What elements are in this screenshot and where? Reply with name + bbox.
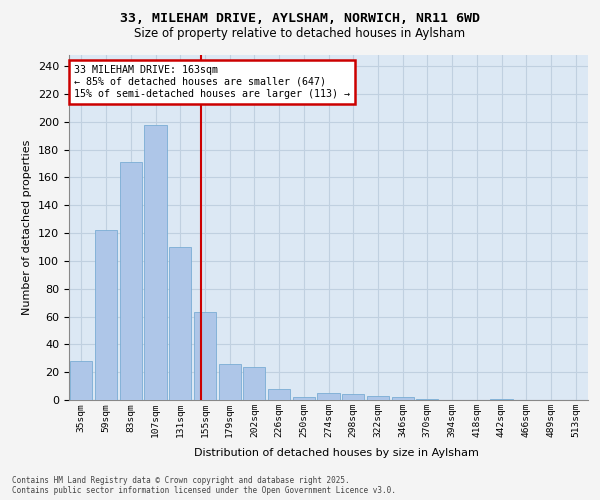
- Bar: [194, 312, 216, 400]
- Text: Distribution of detached houses by size in Aylsham: Distribution of detached houses by size …: [194, 448, 478, 458]
- Bar: [342, 394, 364, 400]
- Bar: [293, 397, 315, 400]
- Bar: [367, 396, 389, 400]
- Bar: [218, 364, 241, 400]
- Bar: [119, 162, 142, 400]
- Bar: [70, 361, 92, 400]
- Bar: [392, 397, 414, 400]
- Bar: [490, 398, 512, 400]
- Text: Size of property relative to detached houses in Aylsham: Size of property relative to detached ho…: [134, 28, 466, 40]
- Bar: [317, 393, 340, 400]
- Bar: [416, 398, 439, 400]
- Bar: [169, 247, 191, 400]
- Y-axis label: Number of detached properties: Number of detached properties: [22, 140, 32, 315]
- Bar: [145, 124, 167, 400]
- Text: 33, MILEHAM DRIVE, AYLSHAM, NORWICH, NR11 6WD: 33, MILEHAM DRIVE, AYLSHAM, NORWICH, NR1…: [120, 12, 480, 26]
- Text: Contains HM Land Registry data © Crown copyright and database right 2025.
Contai: Contains HM Land Registry data © Crown c…: [12, 476, 396, 495]
- Bar: [243, 366, 265, 400]
- Bar: [95, 230, 117, 400]
- Bar: [268, 389, 290, 400]
- Text: 33 MILEHAM DRIVE: 163sqm
← 85% of detached houses are smaller (647)
15% of semi-: 33 MILEHAM DRIVE: 163sqm ← 85% of detach…: [74, 66, 350, 98]
